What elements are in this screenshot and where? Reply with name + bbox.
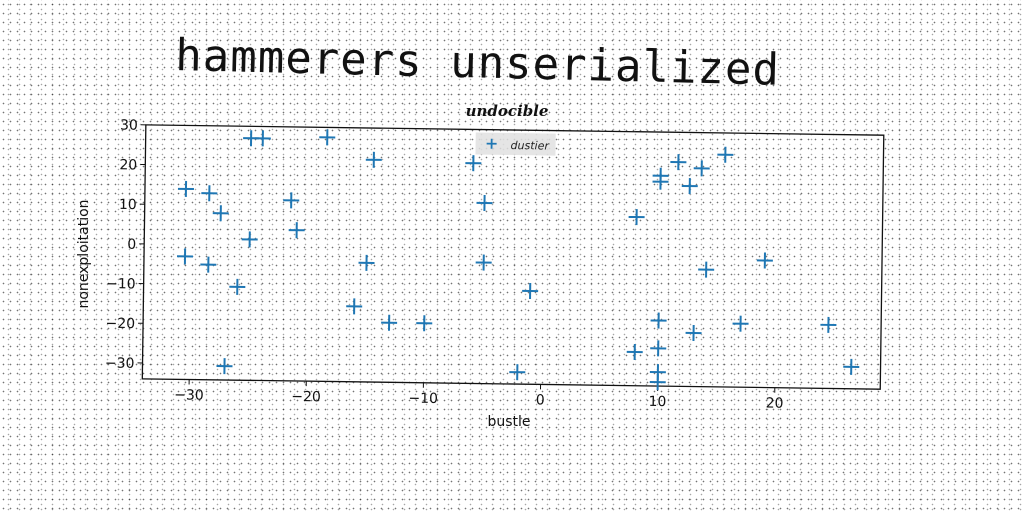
- data-point: [670, 154, 687, 171]
- plot-frame: [141, 124, 885, 390]
- y-tick-label: −20: [105, 316, 135, 332]
- data-point: [254, 130, 271, 147]
- data-point: [652, 173, 669, 190]
- data-point: [698, 261, 715, 278]
- chart-subtitle: undocible: [466, 102, 549, 120]
- data-point: [241, 231, 258, 248]
- legend-label: dustier: [511, 139, 551, 153]
- data-point: [685, 324, 702, 341]
- y-axis: −30 −20 −10 0 10 20 30: [105, 118, 146, 372]
- x-tick-label: −30: [174, 387, 204, 403]
- x-axis: −30 −20 −10 0 10 20: [174, 379, 784, 412]
- x-axis-label: bustle: [487, 414, 530, 430]
- data-point: [465, 155, 482, 172]
- data-point: [216, 358, 233, 375]
- data-point: [381, 314, 398, 331]
- data-point: [628, 209, 645, 226]
- y-tick-label: −30: [105, 355, 135, 371]
- x-tick-label: 0: [536, 392, 545, 408]
- data-point: [177, 248, 194, 265]
- y-tick-label: 30: [120, 118, 138, 134]
- data-point: [346, 298, 363, 315]
- x-tick-label: 20: [766, 396, 784, 412]
- data-point: [212, 205, 229, 222]
- y-tick-label: 20: [119, 157, 137, 173]
- data-point: [476, 195, 493, 212]
- y-tick-label: −10: [106, 276, 136, 292]
- data-point: [201, 185, 218, 202]
- data-points: [177, 129, 860, 391]
- data-point: [365, 151, 382, 168]
- data-point: [200, 256, 217, 273]
- y-tick-label: 0: [127, 237, 136, 253]
- data-point: [283, 192, 300, 209]
- x-tick-label: −20: [291, 389, 321, 405]
- data-point: [475, 254, 492, 271]
- data-point: [626, 343, 643, 361]
- data-point: [509, 364, 526, 381]
- data-point: [650, 340, 667, 357]
- data-point: [358, 254, 375, 271]
- data-point: [756, 252, 773, 269]
- legend: dustier: [475, 132, 556, 156]
- data-point: [177, 180, 194, 197]
- data-point: [693, 160, 710, 177]
- data-point: [843, 358, 860, 375]
- legend-box: [475, 132, 556, 156]
- data-point: [319, 129, 336, 146]
- data-point: [820, 316, 837, 333]
- data-point: [732, 315, 749, 332]
- data-point: [416, 315, 433, 332]
- data-point: [717, 146, 734, 163]
- data-point: [522, 282, 539, 300]
- data-point: [649, 374, 666, 391]
- legend-marker: [486, 138, 497, 149]
- x-tick-label: −10: [408, 391, 438, 407]
- plot-area: −30 −20 −10 0 10 20 −30 −20 −10 0 10 20 30 dustier: [105, 118, 885, 412]
- y-axis-label: nonexploitation: [76, 199, 92, 308]
- data-point: [650, 312, 667, 329]
- data-point: [288, 222, 305, 239]
- data-point: [681, 178, 698, 195]
- data-point: [229, 278, 246, 295]
- x-tick-label: 10: [648, 394, 666, 410]
- y-tick-label: 10: [119, 197, 137, 213]
